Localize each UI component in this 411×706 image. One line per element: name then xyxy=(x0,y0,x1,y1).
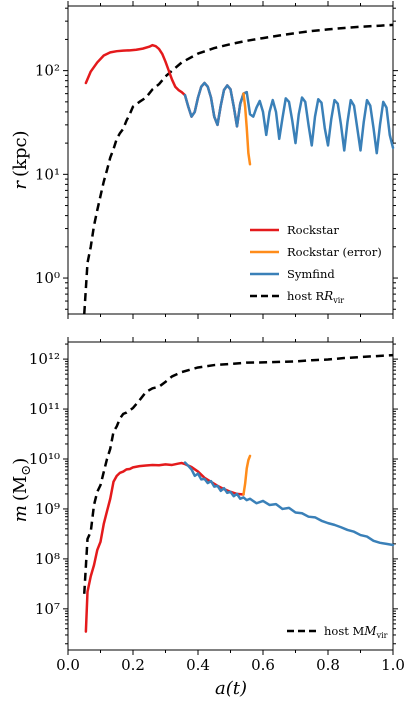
x-tick-label: 0.2 xyxy=(121,656,145,674)
radius-series xyxy=(83,23,395,315)
radius-panel: 10⁰ 10¹ 10² r(kpc) Rockstar Rockstar (erro… xyxy=(10,1,398,319)
radius-y-tick-label: 10⁰ xyxy=(35,269,60,287)
mass-y-tick-label: 10¹² xyxy=(29,350,60,368)
radius-series-symfind xyxy=(183,81,395,155)
legend-label-rockstar: Rockstar xyxy=(287,223,339,237)
mass-series-rockstar-error xyxy=(242,454,252,496)
mass-y-tick-label: 10¹⁰ xyxy=(29,450,60,468)
radius-legend: Rockstar Rockstar (error) Symfind host R… xyxy=(250,223,382,305)
mass-panel-frame xyxy=(67,341,394,651)
x-tick-label: 0.4 xyxy=(186,656,210,674)
mass-y-tick-label: 10¹¹ xyxy=(29,400,60,418)
x-tick-label: 1.0 xyxy=(381,656,405,674)
radius-series-host-r-vir xyxy=(83,23,394,315)
mass-series-symfind xyxy=(183,461,395,547)
x-axis-label: a(t) xyxy=(215,678,247,699)
radius-y-tick-label: 10¹ xyxy=(35,165,60,183)
radius-ticks xyxy=(63,1,398,319)
legend-label-host-rvir: host RRvir xyxy=(287,289,344,305)
x-tick-label: 0.8 xyxy=(316,656,340,674)
mass-x-tick-labels: 0.0 0.2 0.4 0.6 0.8 1.0 xyxy=(56,656,405,674)
mass-series xyxy=(83,353,395,633)
mass-y-tick-label: 10⁸ xyxy=(35,550,60,568)
x-tick-label: 0.0 xyxy=(56,656,80,674)
legend-label-host-mvir: host MMvir xyxy=(324,624,388,640)
radius-y-axis-label: r(kpc) xyxy=(10,130,31,189)
mass-y-tick-labels: 10⁷ 10⁸ 10⁹ 10¹⁰ 10¹¹ 10¹² xyxy=(29,350,60,618)
mass-legend: host MMvir xyxy=(287,624,388,640)
mass-y-axis-label: m(M⊙) xyxy=(10,458,34,522)
radius-series-rockstar-error xyxy=(242,92,252,166)
mass-ticks xyxy=(63,337,398,655)
radius-y-tick-label: 10² xyxy=(35,62,60,80)
mass-series-rockstar xyxy=(84,461,245,633)
mass-panel: 10⁷ 10⁸ 10⁹ 10¹⁰ 10¹¹ 10¹² 0.0 0.2 0.4 0.6 0.8 1.0… xyxy=(10,337,405,699)
mass-y-tick-label: 10⁷ xyxy=(35,600,60,618)
mass-y-tick-label: 10⁹ xyxy=(35,500,60,518)
legend-label-rockstar-error: Rockstar (error) xyxy=(287,245,382,259)
legend-label-symfind: Symfind xyxy=(287,267,335,281)
mass-series-host-m-vir xyxy=(83,353,394,594)
radius-series-rockstar xyxy=(84,43,248,128)
x-tick-label: 0.6 xyxy=(251,656,275,674)
radius-y-tick-labels: 10⁰ 10¹ 10² xyxy=(35,62,60,287)
